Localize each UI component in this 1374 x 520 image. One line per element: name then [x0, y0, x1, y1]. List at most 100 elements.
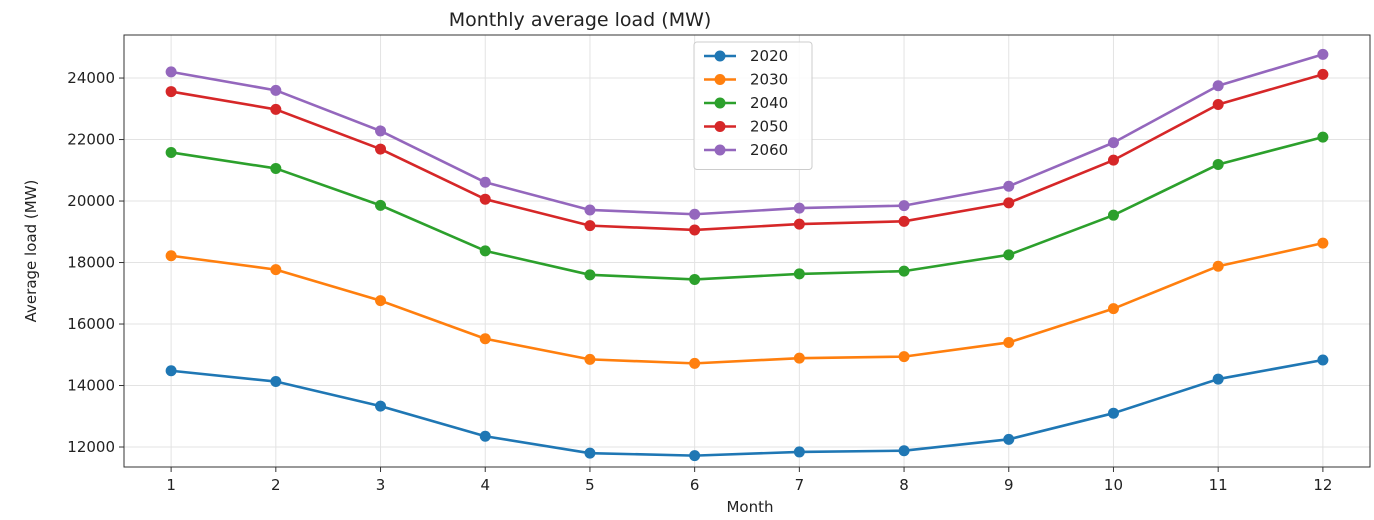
- data-point-2040: [1212, 158, 1224, 170]
- data-point-2020: [270, 376, 282, 388]
- legend-label-2020: 2020: [750, 47, 788, 65]
- data-point-2040: [375, 199, 387, 211]
- data-point-2060: [270, 84, 282, 96]
- y-tick-label: 24000: [67, 69, 115, 87]
- tick-layer: 1 2 3 4 5 6 7 8 9 10 11 121200014000160001800020000…: [67, 69, 1332, 494]
- data-point-2050: [689, 224, 701, 236]
- data-point-2060: [898, 200, 910, 212]
- data-point-2060: [1212, 80, 1224, 92]
- data-point-2030: [1003, 336, 1015, 348]
- data-point-2050: [1212, 98, 1224, 110]
- data-point-2030: [898, 351, 910, 363]
- legend: 2020 2030 2040 2050 2060: [693, 41, 813, 170]
- data-point-2030: [479, 333, 491, 345]
- data-point-2020: [165, 365, 177, 377]
- data-point-2050: [165, 86, 177, 98]
- x-axis-label: Month: [726, 498, 773, 516]
- data-point-2030: [689, 357, 701, 369]
- data-point-2040: [584, 269, 596, 281]
- y-tick-label: 14000: [67, 377, 115, 395]
- x-tick-label: 3: [376, 476, 386, 494]
- legend-label-2050: 2050: [750, 118, 788, 136]
- x-tick-label: 12: [1313, 476, 1332, 494]
- data-point-2020: [1317, 354, 1329, 366]
- legend-label-2040: 2040: [750, 94, 788, 112]
- x-tick-label: 11: [1209, 476, 1228, 494]
- data-point-2020: [584, 447, 596, 459]
- legend-marker-2050: [714, 121, 726, 132]
- legend-marker-2030: [714, 74, 726, 85]
- legend-label-2030: 2030: [750, 71, 788, 89]
- x-tick-label: 10: [1104, 476, 1123, 494]
- data-point-2020: [1107, 407, 1119, 419]
- legend-marker-2060: [714, 144, 726, 156]
- data-point-2030: [1317, 237, 1329, 249]
- data-point-2060: [793, 202, 805, 214]
- legend-box: [693, 41, 813, 170]
- x-tick-label: 4: [480, 476, 490, 494]
- data-point-2050: [1003, 197, 1015, 209]
- data-point-2030: [1107, 303, 1119, 315]
- plot-frame: [123, 34, 1371, 468]
- x-tick-label: 7: [795, 476, 805, 494]
- y-tick-label: 18000: [67, 254, 115, 272]
- data-point-2040: [270, 162, 282, 174]
- legend-label-2060: 2060: [750, 141, 788, 159]
- data-point-2050: [270, 103, 282, 115]
- data-point-2060: [1107, 137, 1119, 149]
- data-point-2050: [375, 143, 387, 155]
- data-point-2050: [479, 193, 491, 205]
- x-tick-label: 2: [271, 476, 281, 494]
- chart-title: Monthly average load (MW): [449, 9, 712, 31]
- data-point-2020: [793, 446, 805, 458]
- data-point-2040: [793, 268, 805, 280]
- data-point-2050: [898, 215, 910, 227]
- x-tick-label: 8: [899, 476, 909, 494]
- data-point-2040: [479, 245, 491, 257]
- data-point-2040: [1317, 131, 1329, 143]
- data-point-2060: [1317, 48, 1329, 60]
- legend-marker-2020: [714, 50, 726, 62]
- data-point-2060: [1003, 180, 1015, 192]
- x-tick-label: 9: [1004, 476, 1014, 494]
- data-point-2030: [1212, 260, 1224, 272]
- y-tick-label: 20000: [67, 192, 115, 210]
- data-point-2050: [793, 218, 805, 230]
- data-point-2020: [479, 430, 491, 442]
- series-line-2040: [170, 135, 1324, 281]
- data-point-2040: [898, 265, 910, 277]
- data-point-2040: [1003, 249, 1015, 261]
- data-point-2060: [479, 176, 491, 188]
- data-point-2030: [375, 295, 387, 307]
- data-point-2030: [270, 264, 282, 276]
- data-point-2030: [793, 352, 805, 364]
- data-point-2050: [584, 220, 596, 232]
- data-point-2040: [689, 273, 701, 285]
- y-tick-label: 22000: [67, 131, 115, 149]
- data-point-2020: [1212, 373, 1224, 385]
- data-point-2050: [1107, 154, 1119, 166]
- x-tick-label: 6: [690, 476, 700, 494]
- data-point-2040: [165, 146, 177, 158]
- x-tick-label: 1: [166, 476, 176, 494]
- legend-marker-2040: [714, 97, 726, 109]
- y-tick-label: 12000: [67, 438, 115, 456]
- data-point-2020: [689, 450, 701, 462]
- series-line-2050: [170, 73, 1324, 232]
- data-point-2020: [898, 445, 910, 457]
- data-point-2020: [375, 400, 387, 412]
- data-point-2060: [375, 125, 387, 137]
- series-layer: [165, 48, 1329, 462]
- data-point-2050: [1317, 68, 1329, 80]
- x-tick-label: 5: [585, 476, 595, 494]
- y-axis-label: Average load (MW): [22, 180, 40, 323]
- data-point-2040: [1107, 209, 1119, 221]
- series-line-2060: [170, 53, 1324, 216]
- series-line-2030: [170, 241, 1324, 365]
- data-point-2030: [165, 250, 177, 262]
- data-point-2060: [165, 66, 177, 78]
- series-line-2020: [170, 358, 1324, 457]
- y-tick-label: 16000: [67, 315, 115, 333]
